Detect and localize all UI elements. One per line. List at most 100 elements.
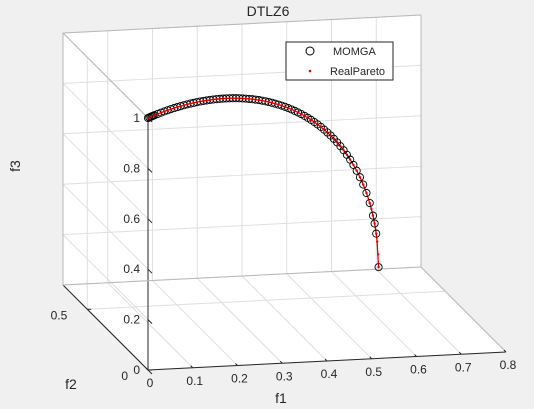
realpareto-point	[348, 158, 352, 161]
y-axis-label: f2	[65, 376, 77, 392]
realpareto-point	[182, 104, 186, 107]
z-tick-mark	[147, 369, 153, 375]
realpareto-point	[303, 114, 306, 118]
realpareto-point	[228, 97, 231, 100]
realpareto-point	[287, 106, 290, 110]
realpareto-point	[373, 222, 376, 225]
x-tick-mark	[145, 367, 149, 371]
x-tick-label: 0.5	[365, 365, 382, 379]
z-tick-label: 0.6	[123, 212, 140, 226]
grid-x-floor	[331, 271, 417, 357]
realpareto-point	[326, 131, 329, 134]
y-tick-label: 0.5	[51, 308, 68, 322]
legend-label-momga: MOMGA	[333, 46, 376, 58]
legend-box	[285, 41, 394, 81]
legend: MOMGA RealPareto	[285, 41, 394, 81]
x-tick-mark	[414, 354, 417, 357]
x-tick-mark	[324, 358, 328, 362]
realpareto-point	[215, 97, 218, 101]
box-edge	[62, 266, 422, 286]
realpareto-point	[169, 107, 173, 111]
realpareto-point	[257, 98, 261, 102]
z-tick-label: 0	[133, 363, 140, 377]
realpareto-point	[202, 99, 205, 103]
z-tick-label: 0.4	[123, 262, 140, 276]
z-tick-label: 0.8	[123, 161, 140, 175]
realpareto-point	[342, 149, 345, 152]
grid-z-back	[62, 216, 422, 236]
realpareto-point	[264, 100, 267, 103]
realpareto-point	[189, 102, 192, 105]
realpareto-point	[362, 183, 365, 186]
x-tick-label: 0.3	[276, 369, 293, 383]
realpareto-point	[329, 134, 332, 137]
momga-point	[359, 180, 368, 189]
realpareto-point	[332, 137, 336, 141]
x-tick-mark	[503, 349, 507, 353]
x-tick-label: 0.7	[455, 360, 472, 374]
momga-point	[365, 198, 374, 208]
realpareto-point	[198, 100, 202, 103]
x-axis-label: f1	[275, 390, 287, 406]
y-tick-label: 0	[121, 369, 128, 383]
z-tick-mark	[147, 319, 153, 324]
realpareto-point	[371, 214, 375, 217]
realpareto-point	[221, 97, 225, 100]
y-axis-line	[62, 284, 149, 371]
momga-point	[362, 188, 371, 198]
realpareto-point	[319, 125, 323, 129]
grid-x-floor	[241, 275, 328, 362]
left-wall-panel	[63, 33, 148, 370]
realpareto-point	[225, 97, 228, 100]
realpareto-point	[166, 109, 169, 112]
grid-x-floor	[286, 273, 373, 360]
realpareto-point	[358, 176, 362, 179]
realpareto-point	[273, 102, 277, 105]
box-edge	[62, 32, 149, 119]
realpareto-point	[195, 100, 199, 104]
x-tick-mark	[369, 356, 373, 360]
realpareto-point	[283, 105, 287, 109]
x-tick-label: 0.6	[410, 363, 427, 377]
realpareto-point	[254, 98, 257, 101]
momga-point	[374, 263, 383, 272]
chart-title: DTLZ6	[247, 3, 290, 19]
momga-point	[368, 211, 378, 220]
grid-z-back	[62, 115, 422, 135]
realpareto-point	[247, 97, 251, 101]
realpareto-point	[377, 265, 380, 269]
realpareto-point	[290, 108, 293, 111]
legend-marker-realpareto	[308, 69, 312, 73]
realpareto-point	[231, 97, 234, 100]
box-edge	[420, 266, 507, 353]
realpareto-point	[153, 114, 156, 117]
realpareto-point	[377, 253, 380, 256]
x-tick-label: 0	[147, 376, 154, 390]
realpareto-point	[296, 111, 300, 114]
x-tick-mark	[235, 363, 238, 366]
tick-labels: 0 0.1 0.2 0.3 0.4 0.5 0.6 0.7 0.8 0 0.5 0 0.2 0.4 0.6 0…	[51, 111, 517, 390]
grid-z-left	[62, 83, 149, 169]
realpareto-point	[300, 112, 303, 116]
grid-z-left	[62, 133, 149, 220]
realpareto-point	[309, 118, 313, 122]
x-tick-label: 0.2	[231, 372, 248, 386]
z-tick-mark	[147, 218, 153, 224]
realpareto-point	[352, 163, 355, 167]
realpareto-point	[322, 128, 326, 131]
realpareto-point	[179, 104, 182, 108]
realpareto-point	[365, 191, 368, 195]
realpareto-point	[368, 201, 371, 205]
grid-x-floor	[196, 277, 283, 364]
realpareto-points	[146, 97, 380, 269]
realpareto-point	[156, 112, 159, 116]
grid-x-floor	[152, 280, 238, 366]
grid-x-floor	[375, 268, 462, 355]
grid-x-floor	[107, 282, 194, 369]
momga-point	[352, 166, 361, 175]
grid-z-left	[62, 183, 149, 270]
realpareto-point	[260, 99, 264, 102]
realpareto-point	[205, 99, 208, 102]
box-edge	[62, 14, 422, 34]
